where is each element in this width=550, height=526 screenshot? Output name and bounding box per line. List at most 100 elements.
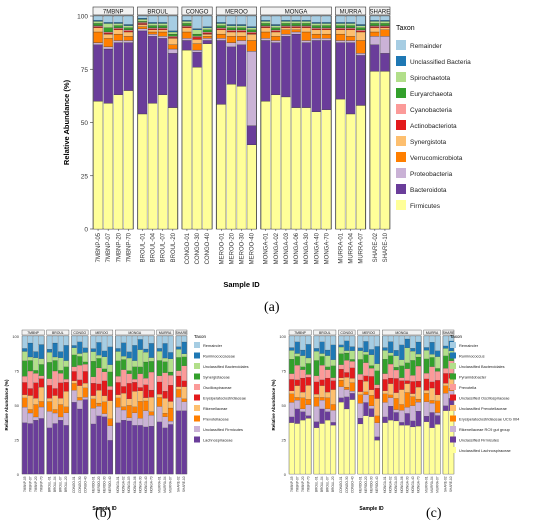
- bar-segment-b: [126, 417, 132, 422]
- bar-segment-remainder: [236, 15, 247, 25]
- bar-segment-spirochaetota: [147, 23, 158, 26]
- bar-segment-b: [82, 387, 88, 398]
- facet-label-c: CONGO: [340, 331, 353, 335]
- bar-segment-firmicutes: [335, 98, 346, 230]
- legend-label-c: Prevotella: [459, 385, 477, 390]
- bar-segment-c: [363, 391, 369, 395]
- bar-segment-unclassified-bacteria: [192, 28, 202, 30]
- bar-segment-c: [325, 408, 331, 412]
- bar-segment-c: [388, 377, 394, 384]
- bar-segment-b: [27, 409, 33, 414]
- bar-segment-spirochaetota: [271, 25, 281, 28]
- bar-segment-c: [289, 359, 295, 374]
- bar-segment-b: [181, 380, 187, 387]
- x-tick-label-c: MONGA-02: [389, 476, 393, 493]
- bar-segment-b: [38, 406, 45, 419]
- bar-segment-b: [77, 397, 83, 401]
- bar-segment-c: [319, 400, 325, 410]
- bar-segment-c: [344, 350, 350, 354]
- bar-segment-firmicutes: [281, 96, 291, 230]
- bar-segment-b: [27, 335, 33, 344]
- bar-segment-c: [289, 422, 295, 475]
- bar-segment-b: [71, 354, 77, 367]
- x-tick-label-b: SHARE-10: [182, 476, 186, 492]
- bar-segment-c: [325, 391, 331, 398]
- bar-segment-firmicutes: [356, 105, 366, 230]
- bar-segment-euryarchaeota: [246, 29, 257, 33]
- bar-segment-spirochaetota: [291, 21, 301, 24]
- bar-segment-b: [143, 397, 149, 402]
- bar-segment-euryarchaeota: [370, 23, 380, 26]
- facet-strip-b: [21, 329, 45, 336]
- bar-segment-c: [330, 389, 336, 405]
- facet-strip-c: [338, 329, 356, 336]
- bar-segment-spirochaetota: [216, 23, 226, 26]
- bar-segment-c: [368, 416, 375, 475]
- bar-segment-c: [338, 377, 344, 381]
- bar-segment-synergistota: [236, 31, 247, 37]
- x-tick-label-a: MONGA-30: [304, 232, 310, 264]
- bar-segment-proteobacteria: [192, 49, 202, 53]
- legend-swatch-c: [450, 436, 456, 443]
- bar-segment-cyanobacteria: [182, 25, 192, 27]
- bar-segment-b: [137, 418, 143, 426]
- bar-segment-b: [143, 361, 149, 379]
- bar-segment-b: [176, 357, 182, 371]
- bar-segment-c: [435, 356, 441, 369]
- facet-strip-c: [357, 329, 381, 336]
- bar-segment-proteobacteria: [301, 40, 311, 43]
- x-tick-label-c: CONGO-01: [339, 476, 343, 493]
- bar-segment-c: [305, 344, 312, 359]
- bar-segment-c: [330, 422, 336, 426]
- legend-title-b: Taxon: [194, 334, 207, 339]
- bar-segment-c: [404, 335, 410, 340]
- bar-segment-c: [294, 379, 300, 386]
- bar-segment-proteobacteria: [226, 42, 237, 48]
- bar-segment-b: [58, 357, 64, 371]
- bar-segment-c: [313, 335, 320, 349]
- facet-strip-a: [181, 6, 213, 16]
- bar-segment-euryarchaeota: [103, 27, 113, 33]
- bar-segment-b: [101, 350, 108, 357]
- bar-segment-c: [374, 422, 380, 437]
- bar-segment-b: [181, 410, 187, 475]
- bar-segment-b: [46, 362, 53, 379]
- legend-swatch-a: [396, 72, 406, 82]
- bar-segment-c: [357, 394, 363, 404]
- legend-swatch-a: [396, 136, 406, 146]
- bar-segment-proteobacteria: [261, 38, 271, 41]
- bar-segment-bacteroidota: [192, 52, 202, 68]
- bar-segment-euryarchaeota: [345, 25, 356, 28]
- bar-segment-spirochaetota: [370, 21, 380, 24]
- bar-segment-b: [38, 364, 45, 376]
- bar-segment-b: [176, 349, 182, 358]
- legend-title-c: Taxon: [450, 334, 463, 339]
- bar-segment-c: [313, 427, 320, 475]
- legend-swatch-a: [396, 200, 406, 210]
- bar-segment-actinobacteriota: [192, 37, 202, 40]
- x-tick-label-c: 7MBNP-70: [306, 476, 310, 492]
- bar-segment-b: [82, 352, 88, 362]
- bar-segment-b: [90, 383, 96, 396]
- bar-segment-c: [338, 364, 344, 370]
- bar-segment-actinobacteriota: [93, 26, 103, 28]
- x-tick-label-a: MONGA-70: [324, 232, 330, 264]
- bar-segment-c: [294, 356, 300, 366]
- bar-segment-actinobacteriota: [335, 28, 346, 30]
- bar-segment-b: [63, 345, 69, 361]
- facet-label-a: MONGA: [285, 9, 308, 15]
- bar-segment-c: [305, 357, 312, 364]
- bar-segment-proteobacteria: [281, 33, 291, 37]
- bar-segment-firmicutes: [182, 49, 192, 230]
- x-tick-label-b: SHARE-02: [177, 476, 181, 492]
- bar-segment-bacteroidota: [370, 44, 380, 72]
- bar-segment-c: [357, 391, 363, 395]
- bar-segment-b: [27, 395, 33, 410]
- legend-swatch-b: [194, 436, 200, 443]
- bar-segment-c: [368, 335, 375, 350]
- bar-segment-b: [52, 335, 58, 344]
- bar-segment-c: [435, 335, 441, 351]
- bar-segment-b: [107, 335, 113, 347]
- bar-segment-synergistota: [291, 27, 301, 30]
- bar-segment-verrucomicrobiota: [335, 33, 346, 41]
